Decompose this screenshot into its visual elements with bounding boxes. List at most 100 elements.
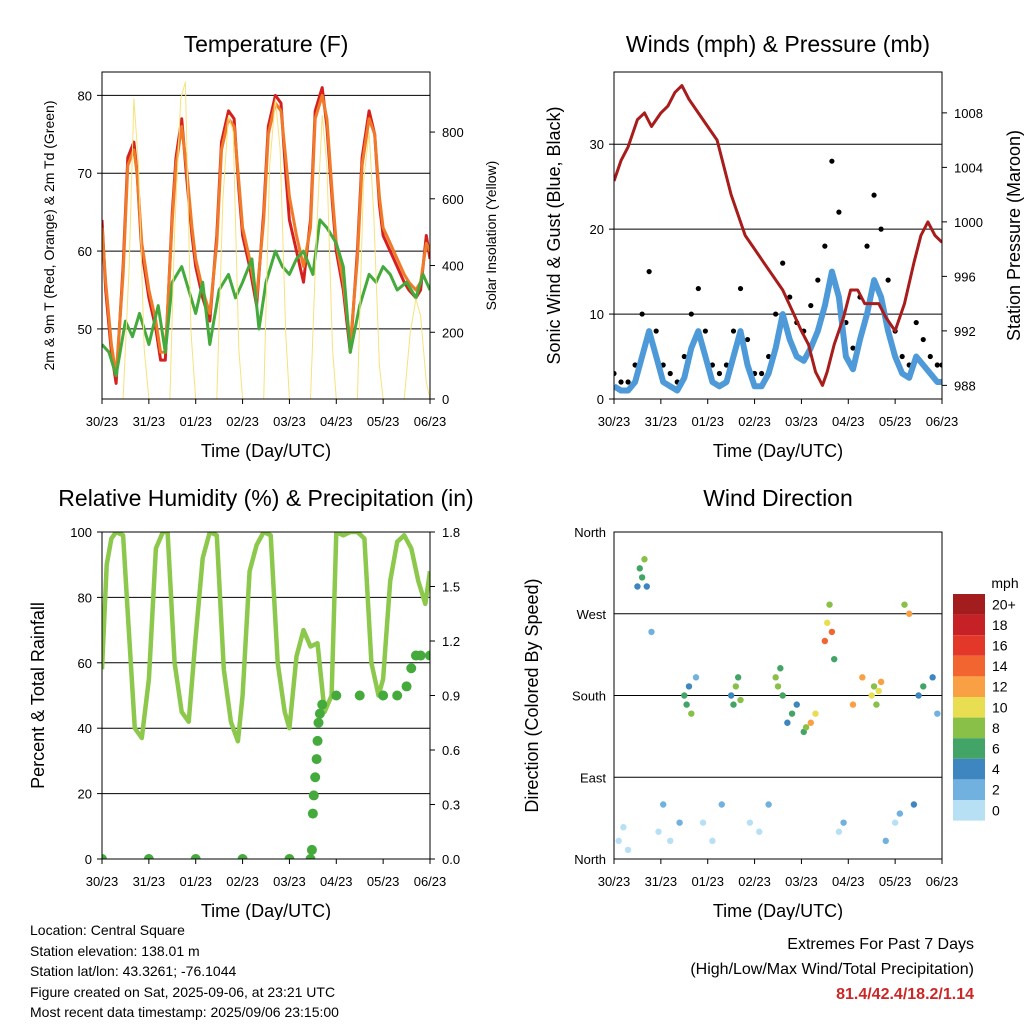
wind-direction-point	[699, 819, 707, 826]
wind-direction-point	[788, 710, 796, 717]
wind-direction-point	[774, 683, 782, 690]
x-tick-label: 05/23	[367, 874, 400, 889]
wind-direction-point	[765, 801, 772, 808]
x-tick-label: 05/23	[879, 414, 912, 429]
gust-point	[808, 302, 814, 309]
colorbar-label: 20+	[992, 596, 1016, 612]
chart-title: Temperature (F)	[184, 31, 349, 57]
wind-direction-point	[807, 719, 814, 726]
y2-axis-label: Station Pressure (Maroon)	[1004, 130, 1024, 341]
precip-point	[143, 854, 154, 859]
gust-point	[885, 277, 891, 283]
y-tick-label: 0	[597, 392, 604, 407]
x-axis-label: Time (Day/UTC)	[201, 901, 331, 920]
gust-point	[899, 353, 905, 360]
y-tick-label: 50	[78, 322, 92, 337]
gust-point	[681, 353, 687, 360]
precip-point	[305, 854, 316, 859]
precip-point	[237, 854, 248, 859]
precip-point	[306, 844, 317, 855]
gust-point	[787, 294, 793, 300]
colorbar-swatch	[953, 697, 985, 718]
precip-point	[331, 690, 342, 701]
solar-line	[102, 81, 430, 399]
y-tick-label: North	[574, 525, 606, 540]
pressure-line	[614, 84, 942, 387]
station-location: Location: Central Square	[30, 922, 185, 938]
gust-point	[639, 311, 645, 317]
colorbar-title: mph	[991, 575, 1018, 591]
wind-direction-point	[737, 696, 744, 704]
most-recent-timestamp: Most recent data timestamp: 2025/09/06 2…	[30, 1004, 339, 1020]
y2-tick-label: 200	[442, 325, 464, 340]
y-tick-label: 70	[78, 166, 92, 181]
x-tick-label: 04/23	[320, 414, 353, 429]
wind-direction-point	[688, 710, 695, 717]
wind-direction-point	[875, 687, 882, 695]
gust-point	[653, 328, 659, 334]
y-axis-label: Direction (Colored By Speed)	[522, 578, 542, 812]
chart-title: Relative Humidity (%) & Precipitation (i…	[58, 485, 473, 511]
gust-point	[614, 370, 617, 377]
gust-point	[927, 353, 933, 360]
wind-direction-point	[784, 719, 791, 726]
y-tick-label: East	[580, 770, 606, 785]
x-tick-label: 03/23	[785, 414, 818, 429]
gust-point	[695, 285, 701, 292]
y2-axis-label: Solar Insolation (Yellow)	[483, 161, 499, 311]
precip-point	[314, 708, 325, 719]
y-axis-label: Sonic Wind & Gust (Blue, Black)	[544, 106, 564, 364]
x-tick-label: 05/23	[879, 874, 912, 889]
wind-direction-point	[859, 674, 866, 681]
colorbar-swatch	[953, 738, 985, 759]
wind-direction-point	[840, 819, 847, 826]
wind-direction-point	[709, 837, 716, 845]
wind-direction-point	[793, 701, 800, 708]
wind-direction-point	[835, 828, 843, 835]
extremes-title: Extremes For Past 7 Days	[787, 936, 974, 953]
colorbar-swatch	[953, 800, 985, 821]
chart-panel-4: Wind Direction Time (Day/UTC) Direction (C…	[522, 485, 1019, 920]
precip-point	[311, 754, 322, 765]
chart-title: Wind Direction	[703, 485, 853, 511]
gust-point	[716, 370, 723, 377]
x-tick-label: 06/23	[414, 414, 447, 429]
y-tick-label: 20	[78, 787, 92, 802]
precip-point	[284, 854, 295, 859]
wind-direction-point	[870, 683, 878, 690]
wind-direction-point	[648, 628, 655, 636]
wind-direction-point	[777, 665, 784, 672]
x-tick-label: 02/23	[738, 874, 771, 889]
colorbar-label: 6	[992, 741, 1000, 757]
colorbar-swatch	[953, 594, 985, 615]
gust-point	[618, 379, 624, 385]
y-tick-label: 60	[78, 656, 92, 671]
x-tick-label: 04/23	[832, 414, 865, 429]
y2-tick-label: 988	[954, 378, 976, 393]
wind-direction-point	[730, 701, 737, 708]
colorbar-label: 0	[992, 802, 1000, 818]
plot-frame	[613, 531, 943, 860]
wind-direction-point	[910, 801, 918, 808]
colorbar-label: 8	[992, 720, 1000, 736]
y2-tick-label: 400	[442, 259, 464, 274]
precip-point	[308, 790, 319, 801]
gust-point	[646, 268, 652, 275]
wind-direction-point	[636, 565, 643, 572]
wind-direction-point	[643, 583, 650, 590]
colorbar-swatch	[953, 614, 985, 636]
gust-point	[759, 370, 765, 377]
colorbar-swatch	[953, 676, 985, 697]
wind-direction-point	[826, 601, 833, 608]
y2-tick-label: 992	[954, 324, 976, 339]
x-tick-label: 02/23	[226, 414, 259, 429]
wind-direction-point	[824, 619, 831, 627]
gust-point	[667, 370, 673, 377]
precip-point	[307, 808, 318, 819]
y-axis-label: Percent & Total Rainfall	[28, 602, 48, 789]
wind-direction-point	[891, 819, 899, 826]
y-tick-label: South	[572, 689, 606, 704]
y2-tick-label: 1.2	[442, 634, 460, 649]
chart-title: Winds (mph) & Pressure (mb)	[626, 31, 930, 57]
gust-point	[625, 379, 631, 385]
